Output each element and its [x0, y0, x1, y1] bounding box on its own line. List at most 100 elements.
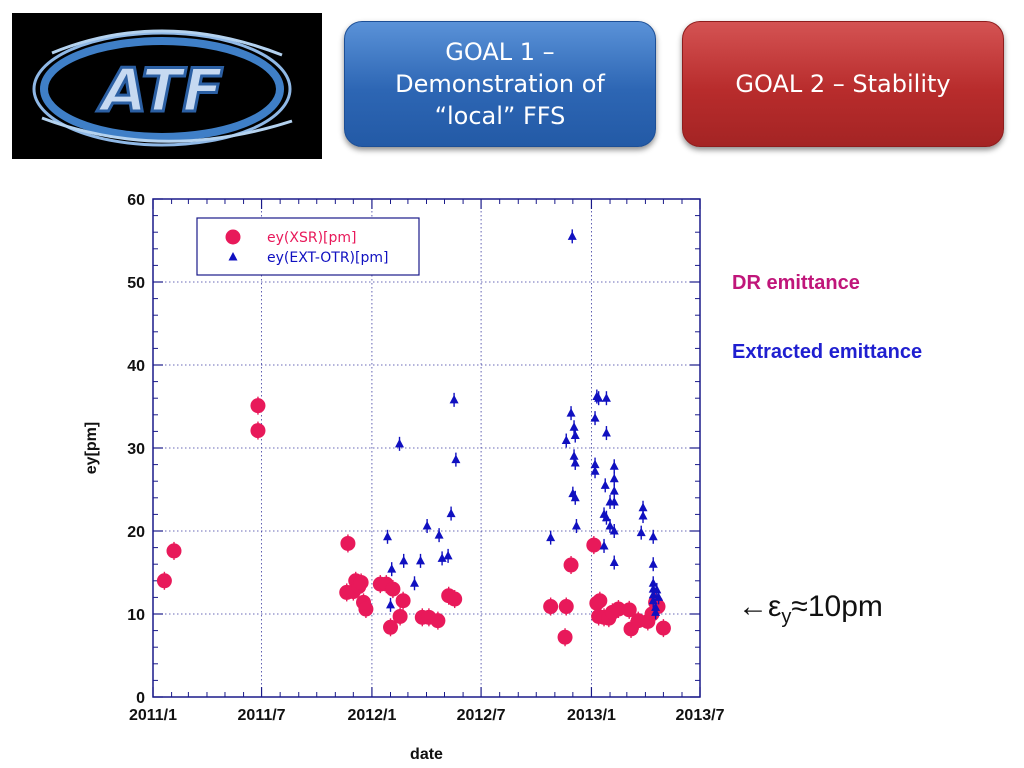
otr-point [609, 526, 619, 535]
xsr-point [592, 593, 608, 609]
otr-point [399, 555, 409, 565]
otr-point [570, 430, 580, 440]
goal1-button[interactable]: GOAL 1 – Demonstration of “local” FFS [344, 21, 656, 147]
otr-point [601, 393, 611, 402]
otr-point [651, 607, 661, 616]
atf-logo-graphic: ATF [32, 29, 293, 147]
epsilon-arrow: ←ε [738, 590, 782, 623]
otr-point [648, 531, 658, 541]
xsr-point [395, 593, 411, 609]
y-axis-label: ey[pm] [83, 422, 100, 474]
otr-point [605, 521, 615, 530]
x-tick-label: 2012/7 [457, 707, 506, 724]
y-tick-label: 30 [127, 441, 145, 458]
goal2-button[interactable]: GOAL 2 – Stability [682, 21, 1004, 147]
otr-point [590, 466, 600, 475]
otr-point [601, 428, 611, 437]
otr-point [451, 454, 461, 464]
y-tick-label: 40 [127, 358, 145, 375]
otr-point [443, 550, 453, 560]
otr-point [416, 555, 426, 565]
xsr-point [655, 620, 671, 636]
goal1-label: GOAL 1 – Demonstration of “local” FFS [395, 38, 605, 130]
xsr-point [563, 557, 579, 573]
xsr-point [383, 619, 399, 635]
goal2-label: GOAL 2 – Stability [735, 70, 951, 98]
otr-point [422, 521, 432, 530]
x-tick-label: 2013/1 [567, 707, 616, 724]
xsr-point [430, 613, 446, 629]
otr-point [638, 511, 648, 520]
xsr-point [250, 423, 266, 439]
xsr-point [610, 601, 626, 617]
otr-point [410, 578, 420, 587]
xsr-point [166, 543, 182, 559]
otr-point [654, 592, 664, 601]
otr-point [434, 530, 444, 539]
otr-point [395, 438, 405, 448]
otr-point [638, 502, 648, 512]
otr-point [609, 473, 619, 483]
otr-point [636, 527, 646, 537]
otr-point [609, 557, 619, 567]
legend-xsr-marker [225, 229, 241, 245]
otr-point [569, 451, 579, 460]
otr-point [387, 564, 397, 573]
otr-point [561, 435, 571, 445]
logo-text: ATF [97, 56, 224, 126]
otr-point [609, 461, 619, 470]
epsilon-value: ≈10pm [791, 590, 883, 623]
otr-point [601, 512, 611, 522]
xsr-point [340, 535, 356, 551]
y-tick-label: 0 [136, 690, 145, 707]
atf-logo: ATF [12, 13, 322, 159]
otr-point [569, 422, 579, 431]
x-tick-label: 2011/1 [129, 707, 177, 724]
emittance-chart: 0 10 20 30 40 50 60 2011/1 2011/7 2012/1 2012/7 201… [83, 192, 725, 763]
otr-point [594, 393, 604, 402]
otr-point [609, 496, 619, 506]
otr-point [546, 532, 556, 542]
otr-point [449, 394, 459, 404]
xsr-point [543, 599, 559, 615]
legend-box [196, 217, 420, 276]
otr-point [590, 459, 600, 469]
xsr-point [250, 398, 266, 414]
otr-point [437, 553, 447, 562]
xsr-point [392, 608, 408, 624]
legend-xsr-label: ey(XSR)[pm] [267, 230, 356, 246]
extracted-emittance-label: Extracted emittance [732, 341, 923, 363]
otr-point [570, 457, 580, 467]
dr-emittance-label: DR emittance [732, 272, 860, 294]
otr-point [599, 540, 609, 550]
otr-point [386, 599, 396, 609]
xsr-point [621, 602, 637, 618]
epsilon-annotation: ←εy≈10pm [738, 590, 883, 629]
y-tick-label: 10 [127, 607, 145, 624]
y-tick-label: 60 [127, 192, 145, 209]
xsr-point [353, 574, 369, 590]
xsr-point [385, 581, 401, 597]
y-tick-label: 20 [127, 524, 145, 541]
xsr-point [447, 591, 463, 607]
xsr-point [156, 573, 172, 589]
y-tick-label: 50 [127, 275, 145, 292]
legend-otr-marker [228, 252, 238, 261]
otr-point [609, 486, 619, 495]
xsr-point [558, 599, 574, 615]
epsilon-subscript: y [781, 606, 792, 628]
x-tick-label: 2011/7 [238, 707, 286, 724]
otr-point [566, 408, 576, 417]
otr-point [383, 531, 393, 541]
x-tick-label: 2012/1 [347, 707, 396, 724]
xsr-point [586, 537, 602, 553]
otr-point [648, 559, 658, 568]
otr-point [567, 231, 577, 240]
xsr-point [557, 629, 573, 645]
legend-otr-label: ey(EXT-OTR)[pm] [267, 250, 388, 266]
otr-point [571, 521, 581, 530]
x-axis-label: date [410, 746, 443, 763]
otr-point [590, 413, 600, 422]
otr-point [446, 508, 456, 518]
otr-point [600, 480, 610, 489]
